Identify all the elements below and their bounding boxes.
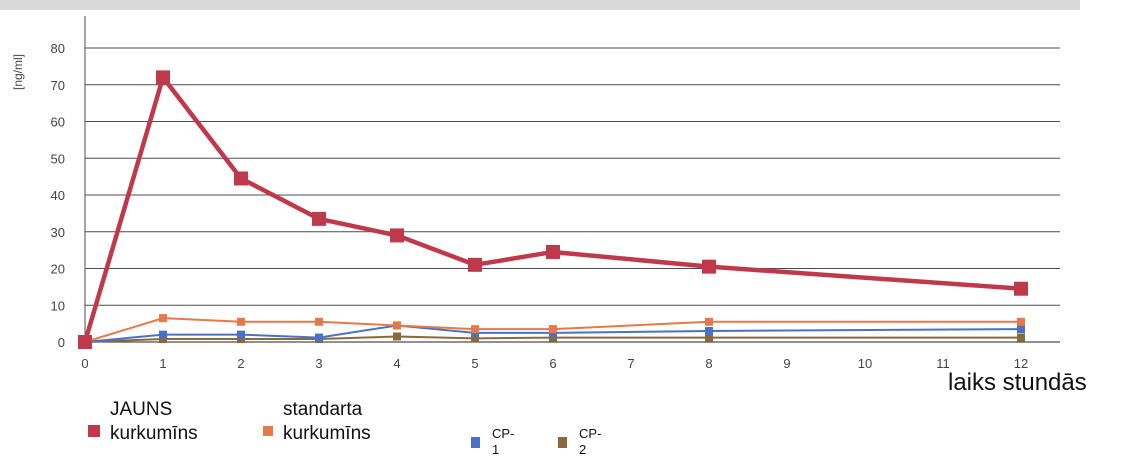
series-4-point-5 <box>471 334 479 343</box>
series-1-point-3 <box>312 211 326 226</box>
series-4-point-8 <box>1017 333 1025 342</box>
legend-label-4-line-1: CP-2 <box>579 426 602 458</box>
y-tick-label-30: 30 <box>51 225 65 240</box>
axes <box>84 16 1060 343</box>
legend-label-1: JAUNS kurkumīns <box>110 398 198 446</box>
y-tick-label-70: 70 <box>51 78 65 93</box>
legend-label-1-line-1: JAUNS <box>110 399 173 420</box>
x-tick-label-5: 5 <box>471 356 478 371</box>
legend-label-2: standarta kurkumīns <box>283 398 371 446</box>
series-2-point-5 <box>471 325 479 334</box>
series-1-point-2 <box>234 171 248 186</box>
series-1-line <box>82 72 1022 343</box>
series-1-point-8 <box>1014 281 1028 296</box>
x-tick-label-11: 11 <box>936 356 950 371</box>
x-tick-label-1: 1 <box>159 356 166 371</box>
x-tick-label-3: 3 <box>315 356 322 371</box>
series-2-point-4 <box>393 321 401 330</box>
legend-label-3: CP-1 <box>492 426 516 459</box>
legend-item-4: CP-2 <box>558 426 603 459</box>
x-tick-label-10: 10 <box>858 356 872 371</box>
series-1-point-5 <box>468 257 482 272</box>
x-tick-label-6: 6 <box>549 356 556 371</box>
series-2-point-8 <box>1017 317 1025 326</box>
series-2-point-2 <box>237 317 245 326</box>
series-2-point-7 <box>705 317 713 326</box>
y-tick-label-10: 10 <box>51 298 65 313</box>
legend-swatch-2 <box>263 425 273 436</box>
series-4-point-4 <box>393 332 401 341</box>
series-1-point-1 <box>156 70 170 85</box>
legend-label-3-line-1: CP-1 <box>492 426 515 458</box>
legend-swatch-3 <box>471 436 481 448</box>
legend-swatch-1 <box>88 424 100 437</box>
y-tick-labels: 0 10 20 30 40 50 60 70 80 <box>51 41 65 350</box>
series-4-point-2 <box>237 335 245 344</box>
legend-item-3: CP-1 <box>471 426 516 459</box>
x-axis-label: laiks stundās <box>948 369 1087 396</box>
series-4-point-1 <box>159 335 167 344</box>
legend-swatch-4 <box>558 436 568 448</box>
y-tick-label-80: 80 <box>51 41 65 56</box>
y-tick-label-50: 50 <box>51 151 65 166</box>
series-1-point-7 <box>702 259 716 274</box>
y-tick-label-60: 60 <box>51 115 65 130</box>
series-3-point-2 <box>237 330 245 339</box>
series-4-point-7 <box>705 333 713 342</box>
series-3-point-7 <box>705 326 713 335</box>
x-tick-label-0: 0 <box>81 356 88 371</box>
x-tick-label-9: 9 <box>783 356 790 371</box>
x-tick-label-4: 4 <box>393 356 400 371</box>
y-tick-label-0: 0 <box>58 335 65 350</box>
series-1-point-0 <box>78 335 92 349</box>
legend-item-2: standarta kurkumīns <box>263 398 371 446</box>
series-3-point-8 <box>1017 325 1025 334</box>
series-4-point-6 <box>549 333 557 342</box>
grid-lines <box>85 47 1060 306</box>
series-2-point-1 <box>159 314 167 323</box>
series-1-point-4 <box>390 228 404 243</box>
x-tick-label-12: 12 <box>1014 356 1028 371</box>
x-tick-label-7: 7 <box>627 356 634 371</box>
y-tick-label-40: 40 <box>51 188 65 203</box>
y-tick-label-20: 20 <box>51 262 65 277</box>
top-bar <box>0 0 1080 10</box>
x-tick-label-8: 8 <box>705 356 712 371</box>
legend-label-4: CP-2 <box>579 426 603 459</box>
legend-item-1: JAUNS kurkumīns <box>88 398 198 446</box>
y-axis-label: [ng/ml] <box>11 54 25 90</box>
series-1-point-6 <box>546 244 560 259</box>
x-tick-labels: 0 1 2 3 4 5 6 7 8 9 10 11 12 <box>81 356 1028 371</box>
series-2-point-6 <box>549 325 557 334</box>
legend-label-1-line-2: kurkumīns <box>110 422 198 444</box>
series-3-point-3 <box>315 333 323 342</box>
x-tick-label-2: 2 <box>237 356 244 371</box>
series-3-point-1 <box>159 330 167 339</box>
series-2-point-3 <box>315 317 323 326</box>
legend-label-2-line-1: standarta <box>283 399 363 420</box>
series-group <box>78 70 1028 349</box>
legend-label-2-line-2: kurkumīns <box>283 422 371 444</box>
